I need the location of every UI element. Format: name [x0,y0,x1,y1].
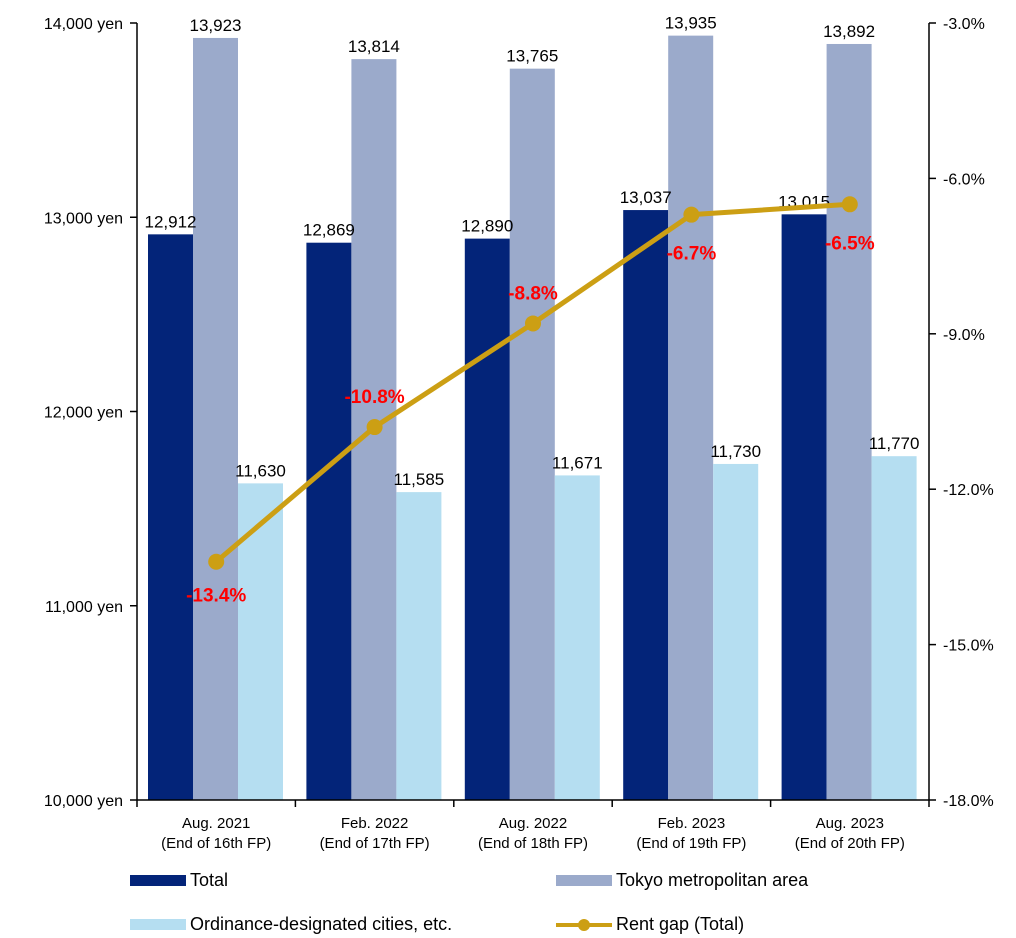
bar-2-4 [872,456,917,800]
right-tick-label: -9.0% [943,327,985,344]
bar-1-0 [193,38,238,800]
bar-value-label: 13,037 [620,188,672,207]
bar-value-label: 12,869 [303,221,355,240]
right-tick-label: -18.0% [943,793,994,810]
bar-0-1 [306,243,351,800]
category-label-line1: Aug. 2021 [182,815,250,832]
rent-gap-label: -6.7% [667,244,717,265]
bar-value-label: 12,912 [145,212,197,231]
bar-value-label: 11,770 [869,434,920,453]
bar-layer [148,36,917,800]
bar-2-3 [713,464,758,800]
left-tick-label: 14,000 yen [44,16,123,33]
bar-0-4 [782,214,827,800]
rent-gap-point [683,207,699,223]
bar-2-0 [238,483,283,800]
category-label-line2: (End of 20th FP) [795,835,905,852]
bar-value-label: 11,730 [710,442,761,461]
category-label-line1: Aug. 2022 [499,815,567,832]
bar-value-label: 11,671 [552,453,603,472]
bar-1-3 [668,36,713,800]
bar-0-3 [623,210,668,800]
bar-1-4 [827,44,872,800]
category-label-line2: (End of 17th FP) [320,835,430,852]
bar-value-label: 13,892 [823,22,875,41]
rent-gap-point [367,419,383,435]
left-tick-label: 11,000 yen [45,599,123,616]
right-tick-label: -12.0% [943,482,994,499]
rent-gap-point [525,315,541,331]
bar-2-2 [555,475,600,800]
left-tick-label: 12,000 yen [44,405,123,422]
bar-value-label: 13,814 [348,37,400,56]
left-tick-label: 13,000 yen [44,210,123,227]
category-label-line2: (End of 18th FP) [478,835,588,852]
rent-gap-point [208,554,224,570]
left-tick-label: 10,000 yen [44,793,123,810]
bar-value-label: 12,890 [461,217,513,236]
category-label-line1: Feb. 2023 [658,815,726,832]
rent-gap-label: -10.8% [344,387,404,408]
bar-1-2 [510,69,555,800]
bar-0-0 [148,234,193,800]
right-tick-label: -6.0% [943,171,985,188]
bar-value-label: 13,923 [190,16,242,35]
right-tick-label: -15.0% [943,638,994,655]
bar-value-label: 11,630 [235,461,286,480]
right-tick-label: -3.0% [943,16,985,33]
category-label-line2: (End of 19th FP) [636,835,746,852]
category-label-line2: (End of 16th FP) [161,835,271,852]
rent-gap-label: -13.4% [186,586,246,607]
category-label-line1: Feb. 2022 [341,815,409,832]
bar-value-label: 13,765 [506,47,558,66]
bar-value-label: 13,935 [665,14,717,33]
bar-2-1 [396,492,441,800]
rent-gap-label: -6.5% [825,233,875,254]
rent-gap-point [842,196,858,212]
bar-value-label: 11,585 [394,470,445,489]
bar-0-2 [465,239,510,800]
category-label-line1: Aug. 2023 [816,815,884,832]
rent-gap-label: -8.8% [508,283,558,304]
